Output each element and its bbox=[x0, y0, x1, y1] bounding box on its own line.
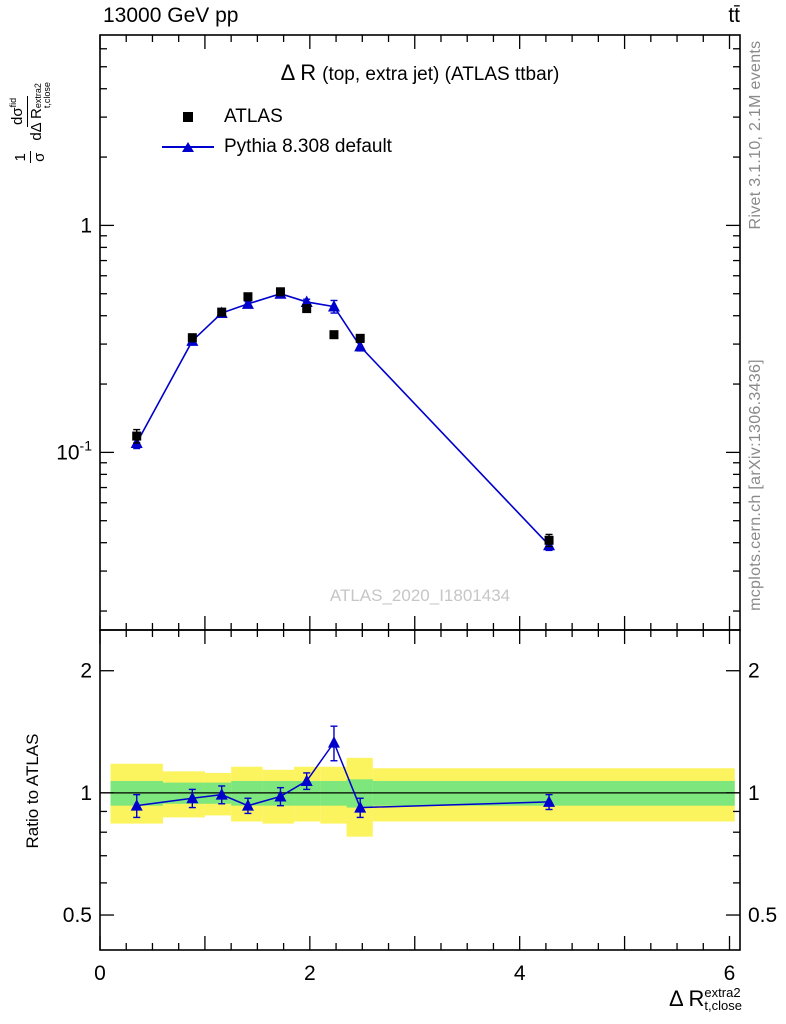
atlas-point bbox=[217, 307, 227, 317]
ratio-series bbox=[130, 725, 556, 819]
axis-ticks bbox=[99, 35, 740, 950]
y-label-subsup-stack: extra2 t,close bbox=[33, 82, 52, 109]
svg-text:4: 4 bbox=[514, 962, 526, 985]
ratio-point bbox=[300, 774, 313, 786]
atlas-square-marker-icon bbox=[162, 110, 214, 124]
svg-text:1: 1 bbox=[748, 782, 760, 805]
beam-energy-title: 13000 GeV pp bbox=[103, 4, 239, 27]
y-label-fid-superscript: fid bbox=[8, 97, 19, 108]
svg-text:2: 2 bbox=[304, 962, 316, 985]
svg-text:0: 0 bbox=[94, 962, 106, 985]
pythia-line bbox=[136, 292, 550, 546]
x-label-subsup-stack: extra2 t,close bbox=[704, 986, 742, 1012]
y-label-tclose-subscript: t,close bbox=[41, 82, 52, 109]
ratio-point bbox=[274, 789, 287, 802]
axis-tick-labels: 1 10-1 0.5 0.5 1 1 2 2 0 2 4 6 bbox=[56, 214, 777, 985]
pythia-point bbox=[327, 300, 340, 312]
svg-text:6: 6 bbox=[724, 962, 736, 985]
ratio-point bbox=[327, 736, 340, 748]
plot-frames bbox=[99, 34, 741, 951]
pythia-point bbox=[354, 339, 367, 352]
analysis-watermark: ATLAS_2020_I1801434 bbox=[329, 586, 511, 605]
ratio-point bbox=[354, 801, 367, 813]
ratio-point bbox=[241, 799, 254, 811]
plot-title-text: (top, extra jet) (ATLAS ttbar) bbox=[322, 64, 560, 85]
svg-text:0.5: 0.5 bbox=[63, 904, 92, 927]
x-label-deltaR: Δ R bbox=[668, 986, 705, 1011]
svg-text:1: 1 bbox=[80, 782, 92, 805]
pythia-point bbox=[241, 297, 254, 309]
svg-text:0.5: 0.5 bbox=[748, 904, 777, 927]
svg-text:1: 1 bbox=[80, 214, 92, 237]
legend-label-atlas: ATLAS bbox=[224, 106, 283, 127]
ratio-point bbox=[543, 795, 556, 807]
main-series bbox=[130, 287, 556, 552]
ratio-point bbox=[130, 799, 143, 811]
y-label-frac1-numerator: 1 bbox=[12, 151, 31, 164]
y-label-dsigma: dσ bbox=[9, 107, 27, 125]
atlas-point bbox=[544, 535, 554, 545]
legend-item-atlas: ATLAS bbox=[162, 102, 392, 132]
ratio-point bbox=[215, 788, 228, 800]
pythia-point bbox=[300, 295, 313, 307]
legend: ATLAS Pythia 8.308 default bbox=[162, 102, 392, 162]
y-label-frac1-denominator: σ bbox=[30, 152, 48, 162]
y-label-frac2-numerator: dσfid bbox=[8, 95, 28, 127]
atlas-point bbox=[243, 292, 253, 302]
y-label-ddeltaR: dΔ R bbox=[27, 108, 45, 141]
x-label-extra2-superscript: extra2 bbox=[704, 985, 741, 1000]
svg-text:2: 2 bbox=[80, 660, 92, 683]
plot-title-symbol: Δ R bbox=[280, 60, 317, 85]
atlas-point bbox=[355, 333, 365, 343]
y-label-one-over-sigma: 1 σ bbox=[12, 151, 48, 164]
ratio-point bbox=[186, 791, 199, 804]
ratio-uncertainty-bands bbox=[100, 757, 740, 837]
pythia-line-triangle-marker-icon bbox=[162, 140, 214, 154]
legend-label-pythia: Pythia 8.308 default bbox=[224, 136, 392, 157]
atlas-point bbox=[302, 304, 312, 314]
mcplots-arxiv-caption: mcplots.cern.ch [arXiv:1306.3436] bbox=[747, 359, 764, 611]
svg-text:2: 2 bbox=[748, 660, 760, 683]
process-title: tt̄ bbox=[728, 4, 740, 27]
legend-item-pythia: Pythia 8.308 default bbox=[162, 132, 392, 162]
rivet-version-caption: Rivet 3.1.10, 2.1M events bbox=[747, 40, 764, 230]
atlas-point bbox=[275, 287, 285, 297]
ratio-y-axis-label: Ratio to ATLAS bbox=[23, 733, 42, 849]
atlas-point bbox=[187, 333, 197, 343]
x-label-tclose-subscript: t,close bbox=[704, 998, 742, 1013]
svg-text:10-1: 10-1 bbox=[56, 437, 92, 464]
plot-title: Δ R (top, extra jet) (ATLAS ttbar) bbox=[100, 60, 740, 86]
atlas-point bbox=[132, 431, 142, 441]
atlas-point bbox=[329, 330, 339, 340]
